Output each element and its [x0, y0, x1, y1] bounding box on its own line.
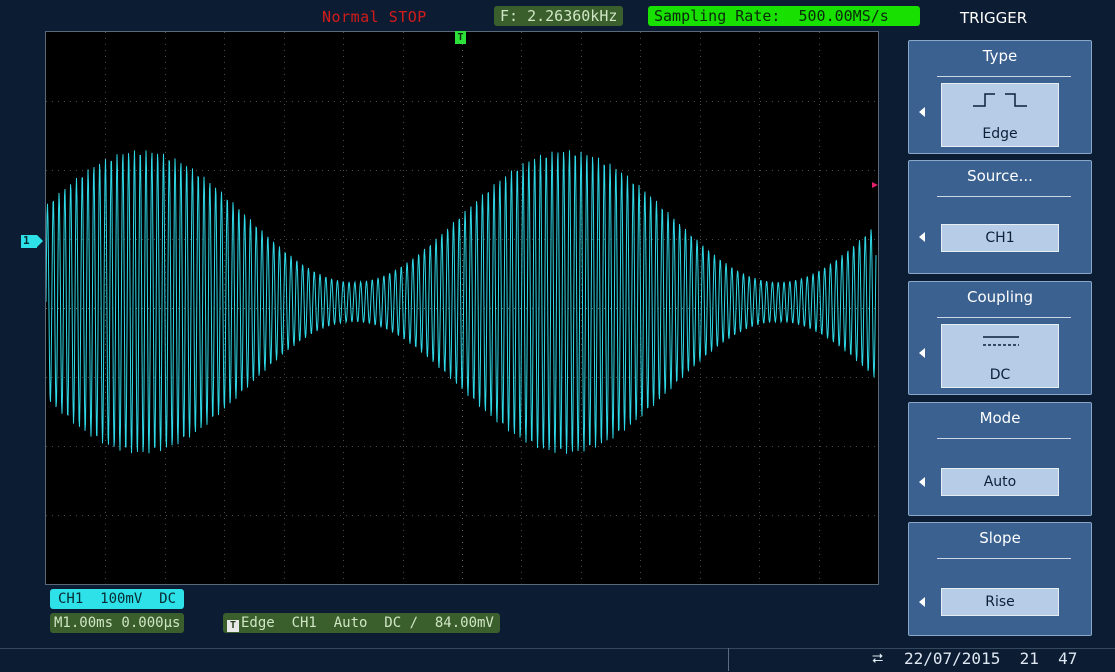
dc-coupling-icon — [983, 336, 1019, 346]
oscilloscope-screen — [45, 31, 879, 585]
menu-source[interactable]: Source... CH1 — [908, 160, 1092, 274]
menu-type[interactable]: Type Edge — [908, 40, 1092, 154]
menu-source-value[interactable]: CH1 — [941, 224, 1059, 252]
menu-arrow-icon — [919, 348, 925, 358]
timebase-label: M1.00ms 0.000μs — [50, 613, 185, 633]
trigger-position-marker: T — [455, 31, 466, 44]
menu-arrow-icon — [919, 477, 925, 487]
sampling-rate-readout: Sampling Rate: 500.00MS/s — [648, 6, 920, 26]
menu-arrow-icon — [919, 107, 925, 117]
menu-coupling[interactable]: Coupling DC — [908, 281, 1092, 395]
menu-title: TRIGGER — [960, 9, 1028, 27]
menu-slope[interactable]: Slope Rise — [908, 522, 1092, 636]
menu-source-label: Source... — [967, 167, 1033, 185]
trigger-icon: T — [227, 620, 239, 632]
divider — [937, 196, 1071, 197]
waveform-display — [46, 32, 878, 584]
divider — [937, 558, 1071, 559]
trigger-level-marker — [872, 182, 878, 188]
divider — [937, 76, 1071, 77]
status-bar — [0, 648, 1115, 672]
menu-mode-value[interactable]: Auto — [941, 468, 1059, 496]
menu-slope-label: Slope — [979, 529, 1021, 547]
edge-trigger-icon — [973, 93, 1027, 107]
divider — [937, 438, 1071, 439]
trigger-info: T Edge CH1 Auto DC ∕ 84.00mV — [223, 613, 500, 633]
menu-mode-label: Mode — [979, 409, 1021, 427]
run-state-label: Normal STOP — [322, 8, 427, 26]
menu-arrow-icon — [919, 597, 925, 607]
ch1-marker-arrow — [37, 235, 43, 247]
menu-coupling-value[interactable]: DC — [941, 324, 1059, 388]
trigger-info-text: Edge CH1 Auto DC ∕ 84.00mV — [241, 615, 494, 631]
menu-coupling-value-text: DC — [989, 367, 1011, 383]
menu-arrow-icon — [919, 232, 925, 242]
ch1-waveform — [46, 150, 877, 454]
divider — [937, 317, 1071, 318]
ch1-scale-label: CH1 100mV DC — [50, 589, 185, 609]
usb-icon: ⮂ — [872, 651, 884, 667]
datetime: 22/07/2015 21 47 — [904, 649, 1078, 668]
menu-type-label: Type — [982, 47, 1018, 65]
menu-slope-value[interactable]: Rise — [941, 588, 1059, 616]
ch1-marker-label: 1 — [23, 234, 30, 247]
menu-mode[interactable]: Mode Auto — [908, 402, 1092, 516]
menu-type-value[interactable]: Edge — [941, 83, 1059, 147]
menu-type-value-text: Edge — [982, 126, 1018, 142]
frequency-readout: F: 2.26360kHz — [494, 6, 624, 26]
status-divider — [728, 648, 729, 671]
menu-coupling-label: Coupling — [966, 288, 1034, 306]
ch1-position-marker — [21, 235, 37, 248]
